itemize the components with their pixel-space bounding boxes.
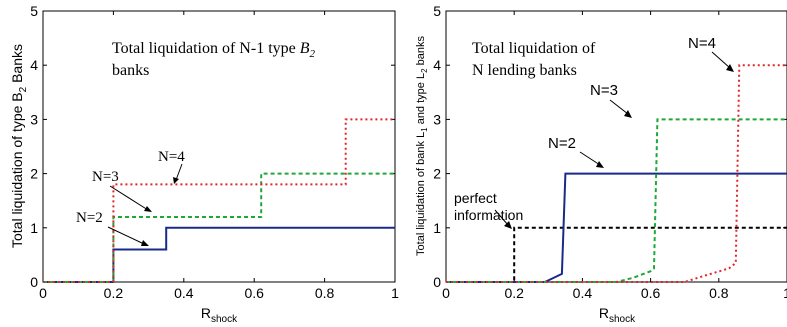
left-x-tick-label: 0.6 bbox=[244, 285, 264, 301]
left-y-tick-label: 2 bbox=[30, 166, 38, 182]
right-x-tick-label: 0.4 bbox=[573, 285, 593, 301]
right-y-tick-label: 1 bbox=[433, 220, 441, 236]
right-annotation-n4: N=4 bbox=[688, 35, 716, 52]
right-arrow-n2 bbox=[579, 151, 601, 166]
right-arrow-n3 bbox=[609, 99, 629, 115]
right-y-tick-label: 2 bbox=[433, 166, 441, 182]
left-arrow-n3 bbox=[109, 185, 149, 211]
right-series bbox=[446, 64, 787, 283]
right-x-tick-label: 0.8 bbox=[709, 285, 729, 301]
left-y-tick-label: 5 bbox=[30, 3, 38, 19]
right-title-line2: N lending banks bbox=[472, 62, 577, 79]
left-arrow-n4 bbox=[175, 163, 183, 181]
left-title-line2: banks bbox=[112, 62, 149, 79]
right-series-n-3 bbox=[446, 118, 787, 283]
left-series-n-3 bbox=[43, 172, 395, 283]
right-series-n-4 bbox=[446, 64, 787, 283]
left-plot-frame bbox=[42, 10, 396, 283]
left-x-tick-label: 0.8 bbox=[315, 285, 335, 301]
left-y-tick-label: 0 bbox=[30, 274, 38, 290]
left-y-tick-label: 4 bbox=[30, 57, 38, 73]
left-arrow-n2-head bbox=[141, 240, 149, 246]
right-arrow-n4-head bbox=[726, 64, 734, 72]
right-ticks: 0 0.2 0.4 0.6 0.8 1 0 1 2 3 4 5 bbox=[433, 3, 787, 301]
left-annotation-n2: N=2 bbox=[76, 210, 103, 226]
right-annotation-n2: N=2 bbox=[548, 135, 576, 152]
right-x-tick-label: 0 bbox=[442, 285, 450, 301]
right-y-axis-label: Total liquidation of bank L1 and type L2… bbox=[415, 36, 429, 256]
right-arrow-n4 bbox=[711, 51, 731, 69]
left-arrow-n3-head bbox=[144, 206, 152, 212]
left-ticks: 0 0.2 0.4 0.6 0.8 1 0 1 2 3 4 5 bbox=[30, 3, 399, 301]
left-arrow-n2 bbox=[107, 226, 145, 245]
left-series bbox=[43, 118, 395, 283]
right-arrow-perfect bbox=[494, 209, 509, 226]
left-title-line1: Total liquidation of N-1 type B2 bbox=[112, 40, 316, 60]
left-chart: 0 0.2 0.4 0.6 0.8 1 0 1 2 3 4 5 Total liquidation o… bbox=[9, 3, 399, 325]
left-x-tick-label: 0.2 bbox=[104, 285, 124, 301]
right-x-tick-label: 1 bbox=[783, 285, 787, 301]
right-chart: 0 0.2 0.4 0.6 0.8 1 0 1 2 3 4 5 Total liquidation o… bbox=[415, 3, 787, 325]
right-x-tick-label: 0.6 bbox=[641, 285, 661, 301]
left-series-n-2 bbox=[43, 226, 395, 283]
right-x-axis-label: Rshock bbox=[599, 305, 636, 325]
right-title-line1: Total liquidation of bbox=[472, 40, 596, 57]
right-x-tick-label: 0.2 bbox=[504, 285, 524, 301]
left-x-tick-label: 0 bbox=[39, 285, 47, 301]
left-annotation-n3: N=3 bbox=[92, 169, 119, 185]
left-x-axis-label: Rshock bbox=[201, 305, 238, 325]
right-series-n-2 bbox=[446, 172, 787, 283]
right-y-tick-label: 3 bbox=[433, 111, 441, 127]
left-annotation-n4: N=4 bbox=[158, 149, 185, 165]
left-x-tick-label: 0.4 bbox=[174, 285, 194, 301]
left-x-tick-label: 1 bbox=[391, 285, 399, 301]
left-arrow-n4-head bbox=[173, 177, 179, 184]
right-annotation-perfect-line1: perfect bbox=[454, 190, 497, 206]
right-annotation-n3: N=3 bbox=[590, 82, 618, 99]
left-y-axis-label: Total liquidation of type B2 Banks bbox=[9, 44, 29, 248]
left-series-n-4 bbox=[43, 118, 395, 283]
left-y-tick-label: 3 bbox=[30, 111, 38, 127]
right-y-tick-label: 0 bbox=[433, 274, 441, 290]
right-y-tick-label: 5 bbox=[433, 3, 441, 19]
left-y-tick-label: 1 bbox=[30, 220, 38, 236]
right-arrow-perfect-head bbox=[504, 221, 512, 229]
right-annotation-perfect-line2: information bbox=[454, 207, 523, 223]
right-arrow-n3-head bbox=[624, 110, 632, 118]
right-y-tick-label: 4 bbox=[433, 57, 441, 73]
right-arrow-n2-head bbox=[596, 161, 604, 168]
